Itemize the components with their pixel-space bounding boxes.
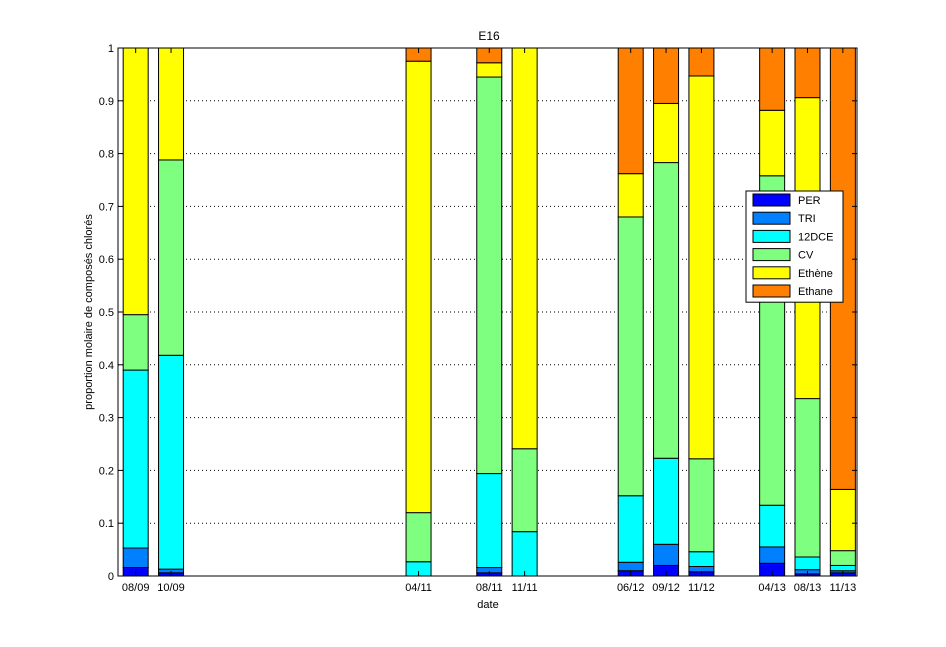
bar-segment-cv <box>122 314 149 371</box>
bar-segment-12dce <box>794 556 821 571</box>
y-tick-label: 0.4 <box>99 360 114 372</box>
x-tick-label: 08/09 <box>122 582 150 594</box>
bar-segment-ethène <box>688 75 715 460</box>
y-tick-label: 0.6 <box>99 254 114 266</box>
x-tick-label: 08/13 <box>794 582 822 594</box>
bar-segment-ethène <box>511 47 538 450</box>
bar-segment-ethène <box>158 47 185 161</box>
bar-segment-cv <box>405 512 432 563</box>
x-tick-label: 04/13 <box>758 582 786 594</box>
legend-label: 12DCE <box>798 231 833 243</box>
bar-segment-12dce <box>829 564 856 572</box>
y-tick-label: 0.3 <box>99 413 114 425</box>
bar-segment-12dce <box>759 504 786 548</box>
bar-segment-cv <box>688 458 715 553</box>
y-tick-label: 0 <box>108 571 114 583</box>
x-axis-label: date <box>477 599 498 611</box>
y-tick-label: 0.2 <box>99 465 114 477</box>
bar-segment-12dce <box>617 495 644 563</box>
bar-segment-tri <box>759 546 786 564</box>
bar-segment-12dce <box>688 551 715 567</box>
bar-segment-ethane <box>617 47 644 175</box>
legend-swatch <box>752 284 791 298</box>
bar-segment-12dce <box>653 457 680 545</box>
bar-segment-ethène <box>829 488 856 552</box>
x-axis: 08/09 10/09 04/11 08/11 11/11 06/12 09/12 11/12… <box>122 48 856 594</box>
bar-segment-cv <box>158 159 185 356</box>
legend-swatch <box>752 193 791 207</box>
chart-title: E16 <box>478 29 500 43</box>
x-tick-label: 11/13 <box>829 582 856 594</box>
legend: PER TRI 12DCE CV Ethène Ethane <box>745 190 844 303</box>
y-tick-label: 0.5 <box>99 307 114 319</box>
legend-label: CV <box>798 250 814 262</box>
y-axis: 0 0.1 0.2 0.3 0.4 0.5 0.6 0.7 0.8 0.9 1 <box>99 43 857 583</box>
x-tick-label: 10/09 <box>157 582 185 594</box>
bar-segment-cv <box>829 550 856 566</box>
bar-segment-tri <box>122 547 149 569</box>
legend-swatch <box>752 229 791 243</box>
bar-segment-ethane <box>653 47 680 104</box>
x-tick-label: 04/11 <box>405 582 432 594</box>
bar-segment-tri <box>653 543 680 566</box>
bar-segment-ethane <box>759 47 786 111</box>
x-tick-label: 08/11 <box>476 582 503 594</box>
bar-segment-cv <box>653 162 680 459</box>
legend-swatch <box>752 211 791 225</box>
x-tick-label: 06/12 <box>617 582 645 594</box>
legend-swatch <box>752 266 791 280</box>
legend-label: PER <box>798 195 821 207</box>
bar-segment-cv <box>511 448 538 533</box>
bar-segment-cv <box>794 398 821 558</box>
x-tick-label: 11/12 <box>688 582 715 594</box>
legend-label: Ethane <box>798 286 833 298</box>
bar-segment-cv <box>617 216 644 497</box>
legend-box <box>745 190 844 303</box>
bar-segment-ethène <box>617 173 644 218</box>
y-tick-label: 0.7 <box>99 201 114 213</box>
bar-segment-12dce <box>158 354 185 570</box>
bar-segment-12dce <box>476 473 503 569</box>
bar-segment-ethène <box>476 62 503 78</box>
bar-segment-ethène <box>653 102 680 164</box>
x-tick-label: 09/12 <box>652 582 680 594</box>
x-tick-label: 11/11 <box>512 582 538 594</box>
bar-segment-12dce <box>511 531 538 577</box>
bar-segment-ethène <box>759 109 786 177</box>
y-tick-label: 0.9 <box>99 96 114 108</box>
legend-label: Ethène <box>798 268 833 280</box>
y-tick-label: 1 <box>108 43 114 55</box>
bar-segment-12dce <box>122 369 149 549</box>
y-tick-label: 0.8 <box>99 149 114 161</box>
legend-swatch <box>752 248 791 262</box>
bar-segment-cv <box>476 76 503 475</box>
bar-segment-tri <box>617 561 644 572</box>
y-tick-label: 0.1 <box>99 518 114 530</box>
bars-layer <box>122 47 856 577</box>
y-axis-label: proportion molaire de composés chlorés <box>83 214 95 410</box>
bar-segment-ethène <box>122 47 149 316</box>
legend-label: TRI <box>798 213 816 225</box>
bar-segment-ethane <box>794 47 821 99</box>
bar-segment-tri <box>688 565 715 573</box>
bar-segment-ethène <box>405 60 432 514</box>
